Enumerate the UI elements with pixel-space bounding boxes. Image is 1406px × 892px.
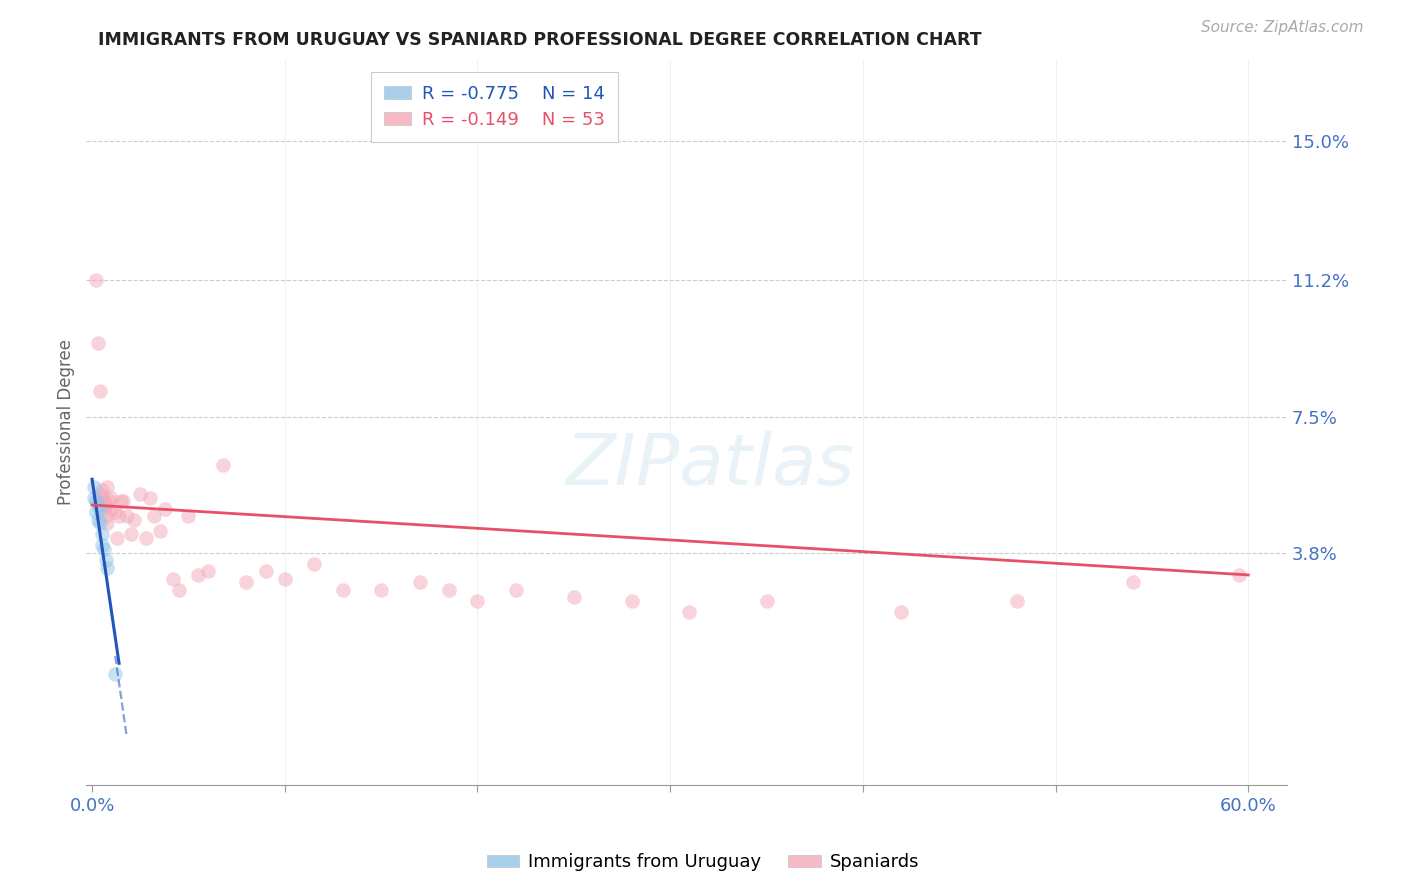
Text: ZIPatlas: ZIPatlas	[567, 431, 855, 500]
Point	[115, 509, 138, 524]
Point	[83, 480, 105, 494]
Point	[93, 494, 115, 508]
Point	[890, 605, 912, 619]
Point	[177, 509, 200, 524]
Point	[100, 491, 122, 505]
Point	[90, 527, 112, 541]
Point	[89, 516, 111, 531]
Point	[1227, 568, 1250, 582]
Point	[187, 568, 209, 582]
Point	[562, 590, 585, 604]
Point	[108, 509, 131, 524]
Point	[104, 505, 127, 519]
Point	[135, 531, 157, 545]
Point	[96, 560, 118, 574]
Point	[467, 593, 489, 607]
Text: Source: ZipAtlas.com: Source: ZipAtlas.com	[1201, 20, 1364, 35]
Legend: Immigrants from Uruguay, Spaniards: Immigrants from Uruguay, Spaniards	[479, 847, 927, 879]
Point	[1122, 575, 1144, 590]
Point	[212, 458, 235, 472]
Point	[84, 505, 107, 519]
Point	[129, 487, 152, 501]
Y-axis label: Professional Degree: Professional Degree	[58, 339, 75, 505]
Point	[96, 516, 118, 531]
Point	[254, 564, 277, 578]
Point	[755, 593, 778, 607]
Point	[93, 542, 115, 557]
Point	[94, 553, 117, 567]
Point	[437, 582, 460, 597]
Point	[94, 498, 117, 512]
Point	[89, 487, 111, 501]
Point	[89, 501, 111, 516]
Point	[90, 483, 112, 498]
Point	[370, 582, 392, 597]
Point	[110, 494, 132, 508]
Point	[89, 384, 111, 398]
Point	[90, 539, 112, 553]
Point	[104, 667, 127, 681]
Text: IMMIGRANTS FROM URUGUAY VS SPANIARD PROFESSIONAL DEGREE CORRELATION CHART: IMMIGRANTS FROM URUGUAY VS SPANIARD PROF…	[98, 31, 981, 49]
Point	[120, 527, 142, 541]
Point	[197, 564, 219, 578]
Legend: R = -0.775    N = 14, R = -0.149    N = 53: R = -0.775 N = 14, R = -0.149 N = 53	[371, 72, 617, 142]
Point	[90, 491, 112, 505]
Point	[302, 557, 325, 571]
Point	[87, 498, 110, 512]
Point	[332, 582, 354, 597]
Point	[139, 491, 162, 505]
Point	[93, 501, 115, 516]
Point	[96, 480, 118, 494]
Point	[148, 524, 170, 538]
Point	[94, 509, 117, 524]
Point	[84, 273, 107, 287]
Point	[83, 491, 105, 505]
Point	[408, 575, 430, 590]
Point	[274, 572, 297, 586]
Point	[87, 336, 110, 351]
Point	[98, 494, 121, 508]
Point	[167, 582, 190, 597]
Point	[678, 605, 700, 619]
Point	[505, 582, 527, 597]
Point	[235, 575, 257, 590]
Point	[142, 509, 165, 524]
Point	[84, 494, 107, 508]
Point	[162, 572, 184, 586]
Point	[1005, 593, 1028, 607]
Point	[111, 494, 134, 508]
Point	[87, 513, 110, 527]
Point	[100, 501, 122, 516]
Point	[155, 501, 177, 516]
Point	[105, 531, 128, 545]
Point	[124, 513, 146, 527]
Point	[620, 593, 643, 607]
